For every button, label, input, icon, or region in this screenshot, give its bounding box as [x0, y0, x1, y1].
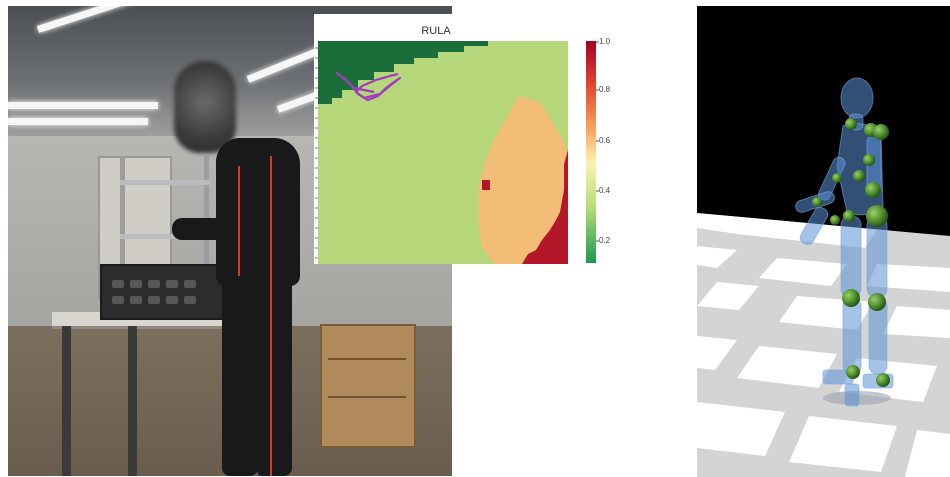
suit-stripe	[270, 156, 272, 476]
table-leg	[128, 326, 137, 476]
colorbar-ticks	[596, 41, 599, 242]
ceiling-light	[8, 102, 158, 109]
table-leg	[62, 326, 71, 476]
rula-heatmap-panel: RULA	[314, 14, 644, 264]
shelf-board	[120, 180, 210, 185]
plastic-crate	[100, 264, 224, 320]
colorbar-tick-label: 0.6	[599, 136, 611, 145]
blurred-face	[174, 61, 236, 153]
leg	[256, 276, 292, 476]
checkerboard-floor	[697, 213, 950, 477]
shelf-post	[120, 156, 125, 326]
heatmap-title: RULA	[421, 25, 451, 37]
colorbar-tick-label: 0.4	[599, 186, 611, 195]
orange-region	[478, 96, 568, 264]
colorbar-tick-label: 0.8	[599, 85, 611, 94]
dark-green-region	[318, 41, 488, 104]
shelf-board	[120, 234, 210, 239]
colorbar	[586, 41, 596, 263]
red-spot	[482, 180, 490, 190]
shelf-post	[204, 156, 209, 326]
wooden-cabinet	[320, 324, 416, 448]
leg	[222, 276, 258, 476]
skeleton-3d-view	[697, 6, 950, 477]
skeleton-scene	[697, 6, 950, 477]
arm	[172, 218, 232, 240]
colorbar-tick-label: 0.2	[599, 236, 611, 245]
ceiling-light	[8, 118, 148, 125]
trajectory-path	[335, 71, 402, 102]
red-region	[522, 150, 568, 264]
torso	[216, 138, 300, 286]
skeleton-joints	[812, 118, 890, 387]
rula-heatmap	[315, 41, 599, 264]
colorbar-tick-label: 1.0	[599, 37, 611, 46]
suit-stripe	[238, 166, 240, 276]
heatmap-y-ticks	[315, 47, 318, 259]
